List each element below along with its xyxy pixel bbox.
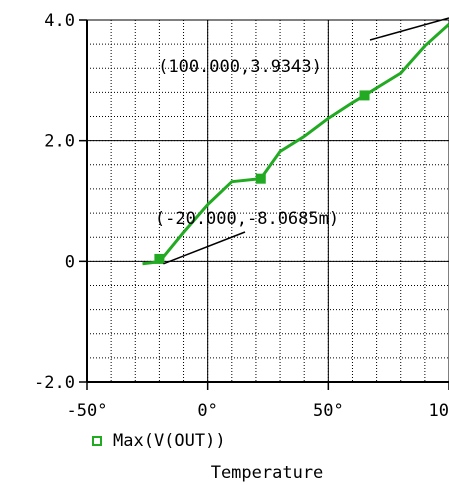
y-tick-label: -2.0: [34, 373, 75, 393]
x-tick-label: 100°: [429, 401, 449, 421]
annotation-label: (-20.000,-8.0685m): [155, 209, 339, 229]
tick-labels: -2.0 0 2.0 4.0 -50° 0° 50° 100°: [34, 11, 449, 421]
x-axis-label: Temperature: [211, 463, 324, 483]
annotation-leader: [369, 17, 449, 41]
x-tick-label: 50°: [313, 401, 344, 421]
legend-marker: [92, 436, 102, 446]
series-layer: [142, 23, 449, 266]
y-tick-label: 0: [65, 252, 75, 272]
x-tick-label: -50°: [67, 401, 108, 421]
legend-label: Max(V(OUT)): [113, 431, 226, 451]
y-tick-label: 4.0: [44, 11, 75, 31]
annotation-leader: [163, 231, 246, 265]
annotations: (100.000,3.9343) (-20.000,-8.0685m): [155, 17, 449, 265]
y-tick-label: 2.0: [44, 132, 75, 152]
data-marker: [359, 90, 370, 101]
axes: [79, 19, 449, 390]
x-tick-label: 0°: [197, 401, 217, 421]
grid: [86, 19, 449, 383]
data-marker: [154, 253, 165, 264]
annotation-label: (100.000,3.9343): [158, 57, 322, 77]
legend: Max(V(OUT)): [92, 431, 226, 451]
series-line: [142, 23, 449, 266]
data-marker: [255, 173, 266, 184]
